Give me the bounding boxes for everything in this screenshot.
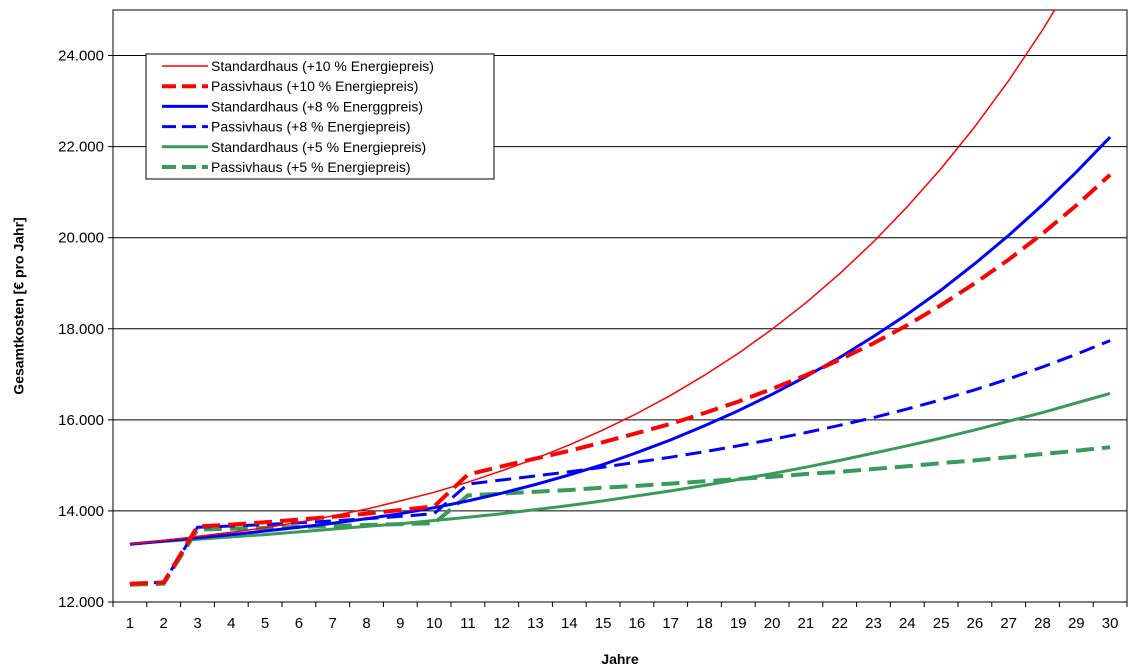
series-line-2: [129, 173, 1112, 586]
x-tick-label: 25: [933, 615, 950, 632]
legend-box: [145, 53, 495, 180]
x-tick-label: 13: [527, 615, 544, 632]
x-tick-label: 17: [662, 615, 679, 632]
x-tick-label: 16: [629, 615, 646, 632]
x-tick-label: 5: [261, 615, 269, 632]
y-tick-label: 12.000: [58, 594, 104, 611]
x-tick-label: 1: [126, 615, 134, 632]
x-tick-label: 11: [460, 615, 476, 632]
x-tick-label: 20: [764, 615, 781, 632]
x-tick-label: 23: [865, 615, 882, 632]
x-tick-label: 28: [1034, 615, 1051, 632]
series-lines: [129, 10, 1112, 587]
legend-label: Standardhaus (+5 % Energiepreis): [211, 139, 426, 155]
series-line-3: [129, 136, 1112, 546]
y-tick-label: 14.000: [58, 503, 104, 520]
legend-label: Passivhaus (+10 % Energiepreis): [211, 78, 418, 94]
x-tick-label: 18: [696, 615, 713, 632]
x-tick-label: 14: [561, 615, 578, 632]
x-tick-label: 15: [595, 615, 612, 632]
series-line-5: [129, 391, 1111, 546]
y-tick-label: 18.000: [58, 321, 104, 338]
legend-label: Passivhaus (+8 % Energiepreis): [211, 119, 411, 135]
x-tick-label: 24: [899, 615, 916, 632]
x-tick-label: 6: [295, 615, 303, 632]
legend-label: Standardhaus (+10 % Energiepreis): [211, 58, 434, 74]
x-tick-label: 27: [1000, 615, 1017, 632]
y-tick-label: 24.000: [58, 48, 104, 65]
x-tick-label: 19: [730, 615, 747, 632]
y-tick-label: 16.000: [58, 412, 104, 429]
x-tick-label: 2: [160, 615, 168, 632]
y-tick-label: 22.000: [58, 139, 104, 156]
y-axis-title: Gesamtkosten [€ pro Jahr]: [11, 217, 27, 394]
x-tick-label: 22: [831, 615, 848, 632]
x-tick-label: 29: [1068, 615, 1085, 632]
y-tick-label: 20.000: [58, 230, 104, 247]
x-axis-title: Jahre: [601, 651, 639, 667]
legend-label: Standardhaus (+8 % Energgpreis): [211, 98, 423, 114]
axes: 12.000 14.000 16.000 18.000 20.000 22.000 24.0…: [58, 48, 1128, 632]
legend: Standardhaus (+10 % Energiepreis) Passivh…: [145, 53, 495, 180]
x-tick-label: 10: [426, 615, 443, 632]
x-tick-label: 21: [798, 615, 815, 632]
x-tick-label: 30: [1102, 615, 1119, 632]
x-tick-label: 12: [493, 615, 510, 632]
x-tick-label: 4: [227, 615, 235, 632]
series-line-1: [129, 10, 1056, 545]
x-tick-label: 26: [967, 615, 984, 632]
x-tick-label: 9: [396, 615, 404, 632]
legend-label: Passivhaus (+5 % Energiepreis): [211, 159, 411, 175]
x-tick-label: 8: [362, 615, 370, 632]
x-tick-label: 7: [329, 615, 337, 632]
x-tick-label: 3: [193, 615, 201, 632]
